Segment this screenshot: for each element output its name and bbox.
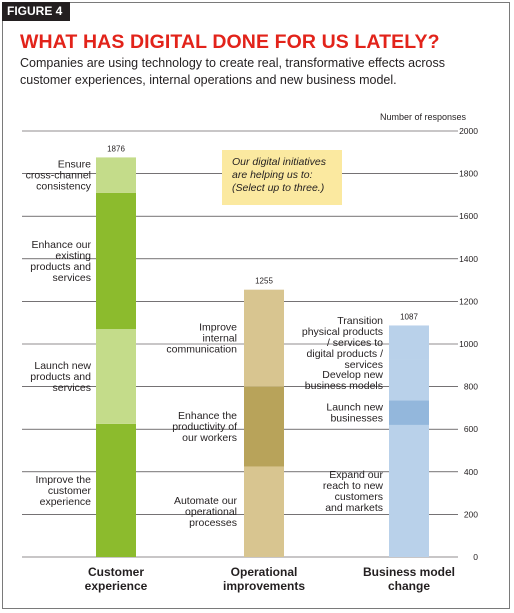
segment-label: Improve internal communication (166, 322, 237, 356)
y-tick-label: 1800 (459, 169, 478, 179)
segment-label: Launch new products and services (30, 360, 91, 394)
segment-label: Ensure cross-channel consistency (26, 159, 92, 193)
segment-label: Enhance the productivity of our workers (172, 410, 237, 444)
segment-label: Expand our reach to new customers and marke… (323, 469, 384, 514)
y-tick-label: 2000 (459, 126, 478, 136)
y-tick-label: 400 (464, 467, 478, 477)
bar-segment (244, 386, 284, 467)
category-label: Operational improvements (223, 565, 305, 593)
y-tick-label: 1600 (459, 211, 478, 221)
y-tick-label: 600 (464, 424, 478, 434)
bar-segment (244, 289, 284, 387)
bar-segment (389, 325, 429, 360)
y-tick-label: 800 (464, 382, 478, 392)
y-tick-label: 1000 (459, 339, 478, 349)
y-tick-label: 200 (464, 509, 478, 519)
segment-label: Transition physical products / services to… (302, 315, 383, 371)
bar-segment (244, 466, 284, 557)
chart-subtitle: Companies are using technology to create… (20, 56, 445, 87)
bar-segment (96, 192, 136, 330)
bar-segment (389, 400, 429, 425)
bar-segment (389, 359, 429, 401)
y-tick-label: 1200 (459, 296, 478, 306)
total-value-label: 1876 (107, 144, 125, 153)
bar-segment (96, 329, 136, 424)
category-label: Customer experience (85, 565, 148, 593)
callout-note: Our digital initiatives are helping us t… (222, 150, 342, 205)
segment-label: Automate our operational processes (174, 495, 238, 529)
y-axis-label: Number of responses (380, 112, 467, 122)
figure-frame (2, 2, 510, 609)
chart-title: WHAT HAS DIGITAL DONE FOR US LATELY? (20, 31, 440, 53)
bar-segment (96, 423, 136, 557)
total-value-label: 1087 (400, 312, 418, 321)
segment-label: Develop new business models (305, 369, 384, 392)
y-tick-label: 0 (473, 552, 478, 562)
segment-label: Launch new businesses (326, 402, 383, 425)
segment-label: Improve the customer experience (36, 474, 92, 508)
segment-label: Enhance our existing products and services (30, 239, 91, 284)
bar-segment (96, 157, 136, 193)
bar-segment (389, 424, 429, 557)
figure-label: FIGURE 4 (2, 2, 71, 21)
category-label: Business model change (363, 565, 455, 593)
y-tick-label: 1400 (459, 254, 478, 264)
total-value-label: 1255 (255, 277, 273, 286)
